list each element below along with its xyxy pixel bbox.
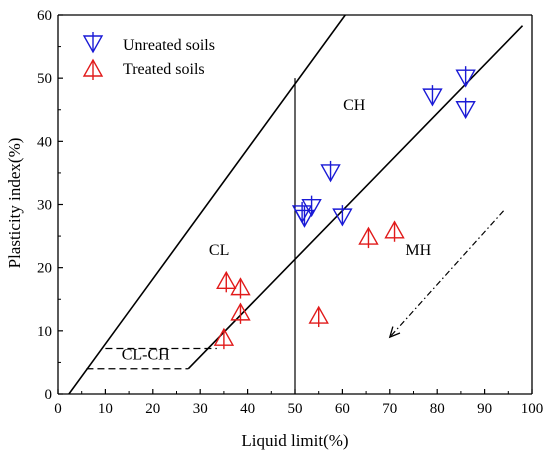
- legend-label-1: Treated soils: [123, 61, 205, 78]
- axes: 0 10 20 30 40 50 60 70 80 90 100 0 10 20 30 40 50 60: [37, 8, 543, 417]
- legend-marker-0: [82, 32, 104, 54]
- x-tick-label: 100: [521, 401, 544, 417]
- trend-arrow-line: [389, 210, 505, 338]
- legend-label-0: Unreated soils: [123, 37, 215, 54]
- legend-marker-1: [82, 58, 104, 80]
- series-0-point-7: [455, 97, 476, 120]
- series-0-point-1: [294, 206, 315, 228]
- x-tick-label: 50: [288, 401, 303, 417]
- y-tick-label: 30: [37, 198, 52, 214]
- a-line: [187, 25, 524, 370]
- y-tick-label: 0: [45, 387, 53, 403]
- x-tick-label: 80: [430, 401, 445, 417]
- series-0-point-3: [320, 160, 341, 183]
- region-label-cl: CL: [209, 242, 229, 259]
- series-0-point-2: [301, 195, 322, 218]
- y-tick-label: 10: [37, 324, 52, 340]
- y-tick-label: 40: [37, 134, 52, 150]
- series-0-point-4: [332, 205, 353, 227]
- series-1-point-4: [308, 305, 329, 328]
- series-1-point-5: [358, 226, 379, 249]
- region-label-ch: CH: [343, 97, 366, 114]
- y-tick-label: 50: [37, 71, 52, 87]
- series-1-point-1: [230, 277, 251, 299]
- y-axis-label: Plasticity index(%): [5, 138, 24, 269]
- x-tick-label: 70: [382, 401, 397, 417]
- series-0-point-5: [422, 85, 443, 107]
- data-markers: [213, 66, 476, 350]
- region-label-cl-ch: CL-CH: [122, 346, 170, 363]
- series-1-point-6: [384, 220, 405, 242]
- x-tick-label: 10: [98, 401, 113, 417]
- legend: Unreated soils Treated soils: [82, 32, 215, 80]
- series-1-point-0: [216, 270, 237, 293]
- trend-arrow-head: [388, 326, 401, 339]
- series-1-point-3: [213, 327, 235, 350]
- series-0-point-6: [455, 66, 476, 88]
- x-tick-label: 30: [193, 401, 208, 417]
- y-tick-label: 20: [37, 261, 52, 277]
- series-1-point-2: [230, 302, 251, 324]
- y-tick-label: 60: [37, 8, 52, 24]
- x-tick-label: 90: [477, 401, 492, 417]
- region-label-mh: MH: [405, 242, 431, 259]
- u-line: [68, 15, 346, 394]
- x-tick-label: 0: [54, 401, 62, 417]
- x-tick-label: 40: [240, 401, 255, 417]
- region-labels: CH CL MH CL-CH: [122, 97, 432, 364]
- x-axis-label: Liquid limit(%): [241, 431, 348, 450]
- x-tick-label: 60: [335, 401, 350, 417]
- x-tick-label: 20: [145, 401, 160, 417]
